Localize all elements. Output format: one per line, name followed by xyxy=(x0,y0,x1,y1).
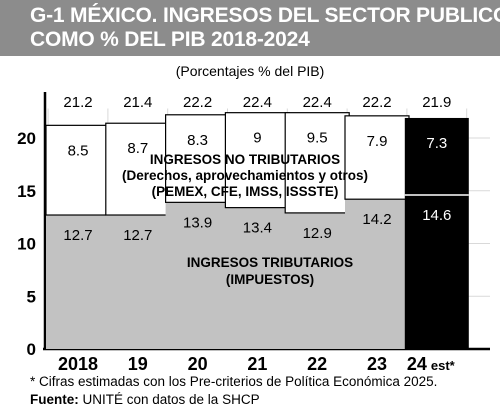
y-tick-label: 5 xyxy=(27,287,36,306)
data-label-tributarios: 14.6 xyxy=(422,207,451,224)
series-sublabel-no-tributarios-2: (PEMEX, CFE, IMSS, ISSSTE) xyxy=(152,184,339,199)
source-text: UNITÉ con datos de la SHCP xyxy=(78,392,260,407)
source-label: Fuente: xyxy=(30,392,79,407)
data-label-total: 21.9 xyxy=(422,94,451,111)
data-label-tributarios: 13.9 xyxy=(183,214,212,231)
series-sublabel-no-tributarios-1: (Derechos, aprovechamientos y otros) xyxy=(122,168,368,183)
x-tick-label: 19 xyxy=(128,354,148,372)
y-tick-label: 0 xyxy=(27,340,36,359)
data-labels: 12.7 8.5 21.2 12.7 8.7 21.4 13.9 8.3 22.2 13.4 9 22… xyxy=(63,94,451,244)
data-label-tributarios: 12.7 xyxy=(123,227,152,244)
x-tick-label: 22 xyxy=(307,354,327,372)
data-label-no-tributarios: 7.3 xyxy=(426,135,447,152)
data-label-total: 22.4 xyxy=(243,94,272,111)
data-label-tributarios: 12.9 xyxy=(303,225,332,242)
bar-no-tributarios xyxy=(344,115,410,200)
data-label-no-tributarios: 9 xyxy=(253,130,261,147)
title-bar: G-1 MÉXICO. INGRESOS DEL SECTOR PUBLICO … xyxy=(0,0,500,56)
series-label-tributarios: INGRESOS TRIBUTARIOS xyxy=(187,255,353,270)
bar-tributarios xyxy=(404,194,469,349)
bar-tributarios xyxy=(165,202,230,349)
series-label-no-tributarios: INGRESOS NO TRIBUTARIOS xyxy=(150,152,340,167)
data-label-no-tributarios: 8.5 xyxy=(68,142,89,159)
bar-no-tributarios xyxy=(45,124,111,216)
x-tick-label: 23 xyxy=(367,354,387,372)
bar-no-tributarios xyxy=(105,122,171,216)
y-tick-label: 10 xyxy=(17,235,36,254)
bar-tributarios xyxy=(105,215,170,349)
data-label-total: 22.2 xyxy=(183,94,212,111)
data-label-total: 21.2 xyxy=(63,94,92,111)
bars xyxy=(45,112,469,349)
footnote-estimate: * Cifras estimadas con los Pre-criterios… xyxy=(30,374,438,389)
chart-subtitle: (Porcentajes % del PIB) xyxy=(175,63,325,79)
x-tick-label: 24 est* xyxy=(407,354,456,372)
x-axis-labels: 2018 19 20 21 22 23 24 est* xyxy=(58,354,456,372)
data-label-no-tributarios: 7.9 xyxy=(367,133,388,150)
chart-title-line-1: G-1 MÉXICO. INGRESOS DEL SECTOR PUBLICO xyxy=(30,4,500,27)
data-label-tributarios: 13.4 xyxy=(243,220,272,237)
y-tick-label: 20 xyxy=(17,129,36,148)
data-label-total: 22.4 xyxy=(303,94,332,111)
series-labels: INGRESOS NO TRIBUTARIOS (Derechos, aprov… xyxy=(122,152,368,287)
footnote-source: Fuente: UNITÉ con datos de la SHCP xyxy=(30,392,260,407)
bar-tributarios xyxy=(225,207,290,349)
data-label-total: 22.2 xyxy=(362,94,391,111)
bar-no-tributarios xyxy=(284,112,350,214)
stacked-bar-chart: 0 5 10 15 20 12.7 8.5 21.2 12.7 8.7 21.4 13.9 8.3 22… xyxy=(17,92,490,372)
bar-no-tributarios xyxy=(165,114,231,203)
data-label-no-tributarios: 8.3 xyxy=(187,132,208,149)
bar-tributarios xyxy=(285,212,350,349)
data-label-tributarios: 12.7 xyxy=(63,227,92,244)
bar-tributarios xyxy=(46,215,110,349)
data-label-total: 21.4 xyxy=(123,94,152,111)
bar-tributarios xyxy=(345,199,409,349)
chart-title-line-2: COMO % DEL PIB 2018-2024 xyxy=(30,28,310,51)
bar-no-tributarios xyxy=(404,117,469,195)
x-tick-label: 21 xyxy=(247,354,267,372)
y-tick-label: 15 xyxy=(17,182,36,201)
x-tick-label: 2018 xyxy=(58,354,98,372)
data-label-no-tributarios: 9.5 xyxy=(307,130,328,147)
data-label-no-tributarios: 8.7 xyxy=(127,140,148,157)
series-sublabel-tributarios: (IMPUESTOS) xyxy=(226,272,314,287)
x-tick-label: 20 xyxy=(188,354,208,372)
data-label-tributarios: 14.2 xyxy=(362,211,391,228)
